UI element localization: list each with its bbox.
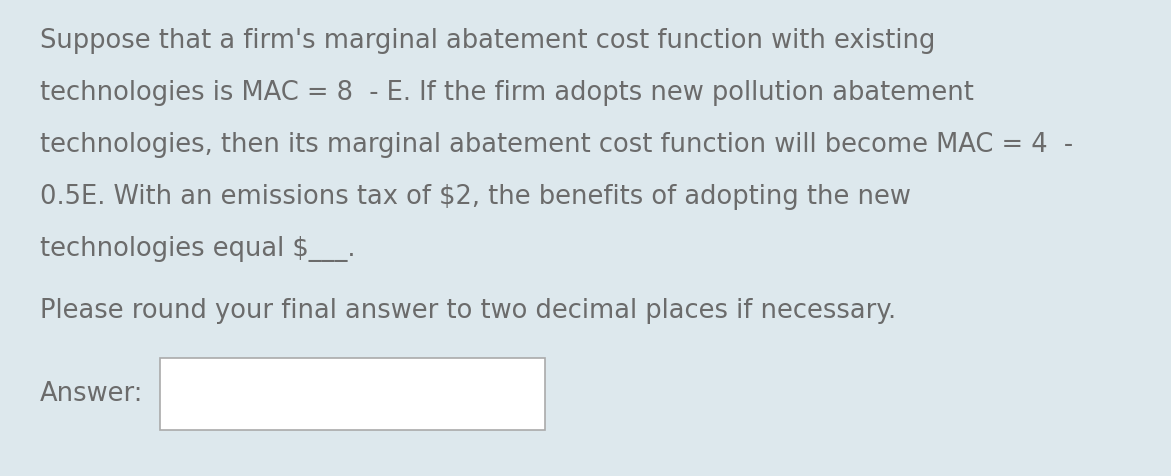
Text: technologies, then its marginal abatement cost function will become MAC = 4  -: technologies, then its marginal abatemen… [40,132,1073,158]
Text: Please round your final answer to two decimal places if necessary.: Please round your final answer to two de… [40,298,896,324]
Bar [160,358,545,430]
Text: 0.5E. With an emissions tax of $2, the benefits of adopting the new: 0.5E. With an emissions tax of $2, the b… [40,184,911,210]
Text: technologies equal $___.: technologies equal $___. [40,236,356,262]
Text: technologies is MAC = 8  - E. If the firm adopts new pollution abatement: technologies is MAC = 8 - E. If the firm… [40,80,974,106]
Text: Suppose that a firm's marginal abatement cost function with existing: Suppose that a firm's marginal abatement… [40,28,936,54]
Text: Answer:: Answer: [40,381,143,407]
